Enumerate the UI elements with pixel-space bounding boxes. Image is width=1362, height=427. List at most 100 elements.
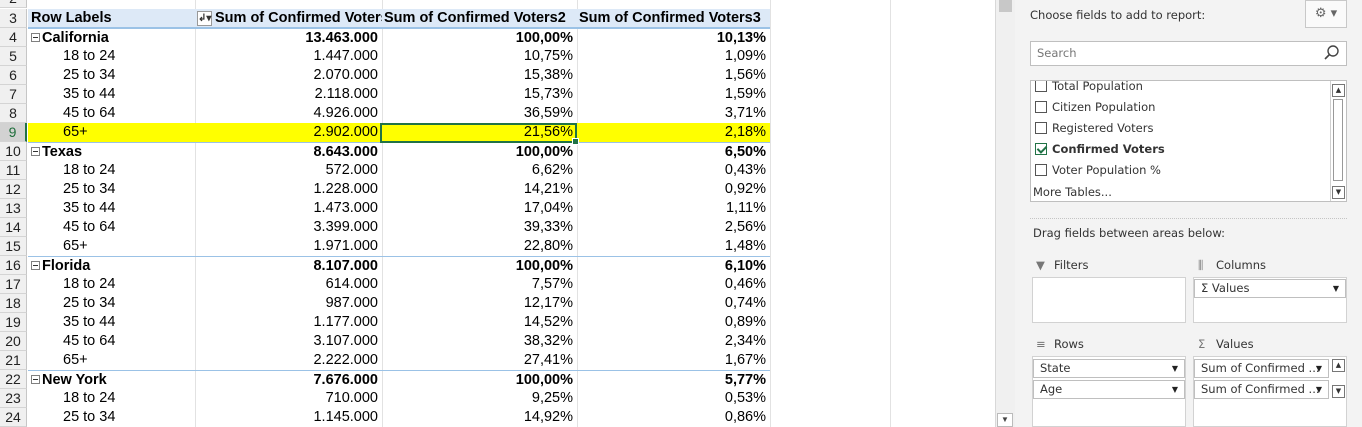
value-cell[interactable]: 38,32%	[523, 333, 573, 349]
value-cell[interactable]: 1,59%	[724, 86, 766, 102]
collapse-icon[interactable]	[31, 375, 40, 384]
search-input[interactable]: Search	[1030, 41, 1347, 66]
row-number[interactable]: 13	[0, 199, 27, 218]
values-item[interactable]: Sum of Confirmed ... ▼	[1194, 380, 1329, 399]
row-number[interactable]: 12	[0, 180, 27, 199]
row-label-cell[interactable]: 45 to 64	[63, 105, 116, 121]
col3-header[interactable]: Sum of Confirmed Voters3	[577, 9, 770, 28]
field-item[interactable]: Citizen Population	[1035, 98, 1155, 116]
value-cell[interactable]: 2,18%	[577, 123, 770, 142]
value-cell[interactable]: 21,56%	[382, 123, 577, 142]
gear-icon[interactable]: ⚙ ▾	[1305, 0, 1347, 28]
field-checkbox[interactable]	[1035, 164, 1047, 176]
value-cell[interactable]: 2,34%	[724, 333, 766, 349]
field-checkbox[interactable]	[1035, 101, 1047, 113]
row-number[interactable]: 11	[0, 161, 27, 180]
rows-item-state[interactable]: State ▼	[1033, 359, 1185, 378]
row-number[interactable]: 10	[0, 142, 27, 161]
value-cell[interactable]: 987.000	[325, 295, 378, 311]
collapse-icon[interactable]	[31, 147, 40, 156]
row-number[interactable]: 21	[0, 351, 27, 370]
row-label-cell[interactable]: 18 to 24	[63, 162, 116, 178]
values-drop-area[interactable]: Sum of Confirmed ... ▼ Sum of Confirmed .…	[1193, 356, 1347, 427]
value-cell[interactable]: 572.000	[325, 162, 378, 178]
row-label-cell[interactable]: 45 to 64	[63, 333, 116, 349]
value-cell[interactable]: 3.399.000	[313, 219, 378, 235]
value-cell[interactable]: 0,53%	[724, 390, 766, 406]
filters-drop-area[interactable]	[1032, 277, 1186, 323]
row-number[interactable]: 14	[0, 218, 27, 237]
value-cell[interactable]: 22,80%	[523, 238, 573, 254]
value-cell[interactable]: 6,10%	[577, 256, 770, 275]
row-label-cell[interactable]: 45 to 64	[63, 219, 116, 235]
dropdown-arrow-icon[interactable]: ▼	[1315, 385, 1322, 394]
value-cell[interactable]: 0,92%	[724, 181, 766, 197]
field-list[interactable]: Total Population Citizen Population Regist…	[1030, 80, 1347, 202]
value-cell[interactable]: 0,43%	[724, 162, 766, 178]
value-cell[interactable]: 5,77%	[577, 370, 770, 389]
row-label-cell[interactable]: 25 to 34	[63, 409, 116, 425]
dropdown-arrow-icon[interactable]: ▼	[1171, 385, 1178, 394]
values-item[interactable]: Sum of Confirmed ... ▼	[1194, 359, 1329, 378]
field-item[interactable]: Total Population	[1035, 81, 1143, 95]
row-number[interactable]: 6	[0, 66, 27, 85]
dropdown-arrow-icon[interactable]: ▼	[1315, 364, 1322, 373]
row-label-cell[interactable]: 35 to 44	[63, 86, 116, 102]
value-cell[interactable]: 1,11%	[725, 200, 766, 216]
value-cell[interactable]: 2.070.000	[313, 67, 378, 83]
more-tables-link[interactable]: More Tables...	[1033, 185, 1112, 199]
row-number[interactable]: 23	[0, 389, 27, 408]
value-cell[interactable]: 14,21%	[523, 181, 573, 197]
row-label-cell[interactable]: Florida	[28, 256, 195, 275]
value-cell[interactable]: 27,41%	[523, 352, 573, 368]
col1-header[interactable]: ↲▾ Sum of Confirmed Voters	[195, 9, 382, 28]
row-label-cell[interactable]: New York	[28, 370, 195, 389]
filter-dropdown-icon[interactable]: ↲▾	[197, 10, 212, 26]
value-cell[interactable]: 1.177.000	[313, 314, 378, 330]
field-checkbox[interactable]	[1035, 143, 1047, 155]
row-label-cell[interactable]: Texas	[28, 142, 195, 161]
value-cell[interactable]: 0,86%	[724, 409, 766, 425]
value-cell[interactable]: 39,33%	[523, 219, 573, 235]
col2-header[interactable]: Sum of Confirmed Voters2	[382, 9, 577, 28]
value-cell[interactable]: 710.000	[325, 390, 378, 406]
search-icon[interactable]	[1323, 44, 1341, 62]
row-label-cell[interactable]: 35 to 44	[63, 200, 116, 216]
field-checkbox[interactable]	[1035, 81, 1047, 92]
field-list-scrollbar[interactable]: ▲ ▼	[1330, 81, 1346, 201]
scroll-up-arrow-icon[interactable]: ▲	[1332, 84, 1345, 97]
value-cell[interactable]: 4.926.000	[313, 105, 378, 121]
field-checkbox[interactable]	[1035, 122, 1047, 134]
value-cell[interactable]: 2.118.000	[314, 86, 378, 102]
value-cell[interactable]: 12,17%	[523, 295, 573, 311]
dropdown-arrow-icon[interactable]: ▼	[1332, 284, 1339, 293]
value-cell[interactable]: 36,59%	[523, 105, 573, 121]
scroll-down-arrow-icon[interactable]: ▼	[997, 413, 1013, 427]
row-number[interactable]: 7	[0, 85, 27, 104]
rows-drop-area[interactable]: State ▼ Age ▼	[1032, 356, 1186, 427]
value-cell[interactable]: 2.902.000	[195, 123, 382, 142]
field-item[interactable]: Voter Population %	[1035, 161, 1161, 179]
row-number[interactable]: 3	[0, 9, 27, 28]
row-label-cell[interactable]: 18 to 24	[63, 276, 116, 292]
value-cell[interactable]: 2.222.000	[313, 352, 378, 368]
row-number[interactable]: 16	[0, 256, 27, 275]
value-cell[interactable]: 100,00%	[382, 370, 577, 389]
value-cell[interactable]: 9,25%	[531, 390, 573, 406]
scrollbar-thumb[interactable]	[999, 0, 1012, 12]
row-label-cell[interactable]: 65+	[28, 123, 195, 142]
value-cell[interactable]: 2,56%	[724, 219, 766, 235]
value-cell[interactable]: 7.676.000	[195, 370, 382, 389]
value-cell[interactable]: 100,00%	[382, 142, 577, 161]
scrollbar-thumb[interactable]	[1333, 99, 1343, 181]
field-item[interactable]: Confirmed Voters	[1035, 140, 1165, 158]
value-cell[interactable]: 14,92%	[523, 409, 573, 425]
row-number[interactable]: 19	[0, 313, 27, 332]
columns-drop-area[interactable]: Σ Values ▼	[1193, 277, 1347, 323]
row-number[interactable]: 20	[0, 332, 27, 351]
row-number[interactable]: 8	[0, 104, 27, 123]
value-cell[interactable]: 1,48%	[724, 238, 766, 254]
value-cell[interactable]: 14,52%	[523, 314, 573, 330]
row-number[interactable]: 22	[0, 370, 27, 389]
value-cell[interactable]: 3,71%	[724, 105, 766, 121]
